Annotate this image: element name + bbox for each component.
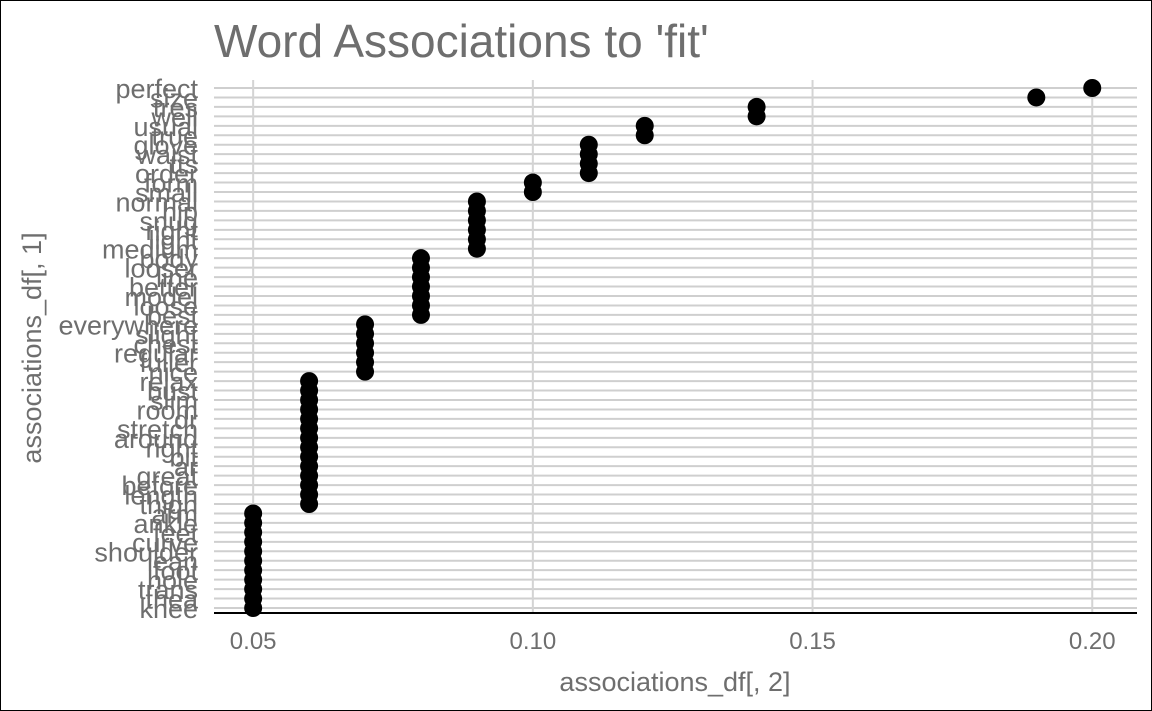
category-label: medium (102, 235, 198, 265)
category-label: nice (148, 358, 198, 388)
x-tick-label: 0.05 (230, 628, 277, 655)
category-label: tts (169, 150, 198, 180)
category-labels: perfectsizetreswellusualtrueglovewaisttt… (58, 74, 199, 624)
category-label: bit (169, 443, 198, 473)
category-label: ankle (133, 509, 198, 539)
category-label: slight (135, 320, 199, 350)
category-label: form (144, 169, 198, 199)
data-point (244, 599, 263, 617)
data-point (356, 362, 375, 381)
chart-title: Word Associations to 'fit' (214, 15, 709, 67)
category-label: everywhere (58, 310, 198, 340)
data-point (1083, 79, 1102, 97)
data-point (523, 183, 542, 201)
category-label: around (114, 424, 198, 454)
x-tick-label: 0.20 (1069, 628, 1116, 655)
category-label: small (135, 178, 198, 208)
x-axis-title: associations_df[, 2] (559, 667, 790, 697)
category-label: curve (132, 528, 198, 558)
category-label: light (148, 225, 198, 255)
category-label: tres (153, 93, 198, 123)
category-label: foot (153, 556, 199, 586)
category-label: right (145, 433, 198, 463)
category-label: usual (133, 112, 198, 142)
category-label: size (150, 83, 198, 113)
category-label: order (135, 159, 198, 189)
category-label: regular (114, 339, 198, 369)
category-label: glove (133, 131, 198, 161)
grid-lines (214, 80, 1137, 613)
category-label: thea (145, 585, 199, 615)
category-label: right (145, 216, 198, 246)
category-label: better (129, 273, 198, 303)
category-label: chest (133, 329, 198, 359)
data-point (1027, 88, 1046, 107)
category-label: trans (138, 575, 198, 605)
x-tick-label: 0.10 (509, 628, 556, 655)
category-label: knee (139, 594, 198, 624)
category-label: before (121, 471, 198, 501)
category-label: looser (124, 254, 198, 284)
category-label: length (124, 481, 198, 511)
category-label: line (156, 263, 198, 293)
category-label: great (136, 462, 198, 492)
category-label: best (147, 301, 199, 331)
x-tick-labels: 0.05 0.10 0.15 0.20 (230, 628, 1116, 655)
data-points (244, 79, 1102, 617)
category-label: slim (150, 386, 198, 416)
data-point (467, 239, 486, 258)
category-label: ar (174, 452, 198, 482)
category-label: room (136, 395, 198, 425)
category-label: hip (162, 197, 198, 227)
category-label: model (124, 282, 198, 312)
y-axis-title: associations_df[, 1] (17, 232, 47, 463)
category-label: arm (152, 499, 199, 529)
category-label: bust (147, 377, 199, 407)
category-label: feet (153, 518, 199, 548)
data-point (579, 164, 598, 183)
category-label: well (150, 102, 198, 132)
category-label: waist (135, 140, 198, 170)
category-label: relax (139, 367, 198, 397)
category-label: perfect (115, 74, 198, 104)
category-label: body (139, 244, 198, 274)
category-label: stretch (117, 414, 198, 444)
data-point (747, 107, 766, 126)
category-label: fuller (139, 348, 198, 378)
data-point (635, 126, 654, 145)
category-label: shoulder (94, 537, 198, 567)
category-label: normal (115, 187, 198, 217)
category-label: loose (133, 291, 198, 321)
category-label: snug (139, 206, 198, 236)
category-label: hole (147, 566, 198, 596)
data-point (300, 495, 319, 513)
category-label: thigh (139, 490, 198, 520)
category-label: dr (174, 405, 198, 435)
category-label: lean (147, 547, 198, 577)
category-label: true (151, 121, 198, 151)
x-tick-label: 0.15 (789, 628, 836, 655)
data-point (411, 305, 430, 324)
